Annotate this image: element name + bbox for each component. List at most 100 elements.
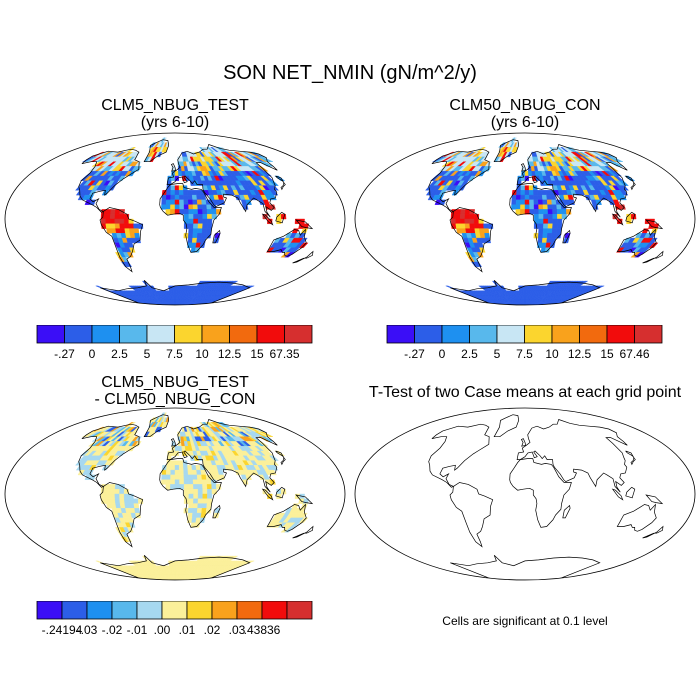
colorbar-label: 10: [195, 347, 209, 361]
coastline-borneo: [275, 486, 286, 499]
colorbar-swatch: [496, 325, 525, 344]
coastline-australia: [266, 503, 307, 532]
colorbar-label: 67.35: [269, 347, 300, 361]
ttest-note: Cells are significant at 0.1 level: [442, 614, 608, 628]
colorbar-swatch: [386, 325, 415, 344]
colorbar-label: .00: [153, 623, 171, 637]
coastline-samerica: [99, 207, 144, 273]
colorbar-label: 2.5: [461, 347, 478, 361]
coastline-greenland: [143, 414, 170, 438]
coastline-nz: [642, 525, 664, 539]
map-difference: [4, 407, 346, 581]
panel-ttest-title: T-Test of two Case means at each grid po…: [368, 384, 682, 401]
coastline-greenland: [493, 139, 520, 163]
coastline-samerica: [449, 207, 494, 273]
coastline-sumatra: [611, 213, 624, 226]
panel-control-title-line2: (yrs 6-10): [490, 114, 560, 131]
coastline-borneo: [625, 211, 636, 224]
colorbar-swatch: [284, 325, 313, 344]
coastline-australia: [266, 228, 307, 257]
map-ttest: [354, 407, 696, 581]
map-border: [354, 407, 696, 581]
colorbar-swatch: [119, 325, 148, 344]
colorbar-swatch: [441, 325, 470, 344]
colorbar-label: -.24194: [41, 623, 83, 637]
coastline-namerica: [428, 148, 490, 213]
coastline-sumatra: [261, 488, 274, 501]
coastline-africa: [509, 183, 572, 253]
coastline-africa: [159, 183, 222, 253]
colorbar-label: 2.5: [111, 347, 128, 361]
colorbar-swatch: [201, 325, 230, 344]
coastline-nz: [642, 250, 664, 264]
coastline-samerica: [449, 482, 494, 548]
coastline-nz: [292, 525, 314, 539]
coastline-australia: [616, 228, 657, 257]
panel-test-title-line1: CLM5_NBUG_TEST: [101, 97, 249, 114]
colorbar-label: .01: [178, 623, 196, 637]
coastline-japan: [625, 450, 636, 466]
coastline-namerica: [428, 423, 490, 488]
colorbar-swatch: [414, 325, 443, 344]
coastline-samerica: [99, 482, 144, 548]
colorbar-swatch: [86, 601, 113, 620]
colorbar-label: 12.5: [217, 347, 242, 361]
colorbar-label: .02: [203, 623, 221, 637]
coastline-eurasia: [516, 144, 628, 218]
colorbar-label: 15: [250, 347, 264, 361]
coastline-eurasia: [166, 419, 278, 493]
colorbar-difference: -.24194 -.03 -.02 -.01 .00 .01 .02 .03.43836: [0, 601, 350, 641]
map-field: [425, 137, 664, 305]
coastline-antarctica: [450, 554, 601, 580]
coastline-nz: [292, 250, 314, 264]
colorbar-swatch: [136, 601, 163, 620]
colorbar-swatch: [186, 601, 213, 620]
colorbar-swatch: [111, 601, 138, 620]
coastline-africa: [509, 458, 572, 528]
coastline-madagascar: [212, 504, 221, 519]
panel-test-title-line2: (yrs 6-10): [140, 114, 210, 131]
coastline-greenland: [143, 139, 170, 163]
figure-title: SON NET_NMIN (gN/m^2/y): [223, 62, 477, 84]
map-test: [4, 132, 346, 306]
coastline-uk: [520, 438, 527, 447]
coastline-madagascar: [562, 504, 571, 519]
colorbar-swatch: [229, 325, 258, 344]
coastline-sumatra: [261, 213, 274, 226]
colorbar-swatch: [211, 601, 238, 620]
panel-control-title-line1: CLM50_NBUG_CON: [449, 97, 601, 114]
colorbar-swatch: [146, 325, 175, 344]
colorbar-label: 7.5: [516, 347, 533, 361]
colorbar-swatch: [261, 601, 288, 620]
map-border: [4, 407, 346, 581]
coastline-madagascar: [562, 229, 571, 244]
colorbar-label: 7.5: [166, 347, 183, 361]
coastline-japan: [275, 175, 286, 191]
colorbar-label: .43836: [243, 623, 281, 637]
map-border: [354, 132, 696, 306]
colorbar-label: 5: [143, 347, 151, 361]
colorbar-label: 10: [545, 347, 559, 361]
coastline-australia: [616, 503, 657, 532]
colorbar-swatch: [606, 325, 635, 344]
colorbar-label: 0: [88, 347, 96, 361]
coastline-newguinea: [295, 219, 314, 230]
colorbar-swatch: [174, 325, 203, 344]
coastline-eurasia: [166, 144, 278, 218]
coastline-namerica: [78, 148, 140, 213]
colorbar-swatch: [161, 601, 188, 620]
coastline-antarctica: [100, 279, 251, 305]
coastline-japan: [275, 450, 286, 466]
colorbar-label: -.02: [101, 623, 123, 637]
panel-test-title: CLM5_NBUG_TEST (yrs 6-10): [0, 97, 350, 131]
coastline-greenland: [493, 414, 520, 438]
colorbar-label: -.01: [126, 623, 148, 637]
colorbar-swatch: [469, 325, 498, 344]
map-control: [354, 132, 696, 306]
coastline-uk: [170, 438, 177, 447]
colorbar-swatch: [551, 325, 580, 344]
colorbar-label: 0: [438, 347, 446, 361]
coastline-newguinea: [645, 494, 664, 505]
panel-diff-title: CLM5_NBUG_TEST - CLM50_NBUG_CON: [0, 374, 350, 408]
colorbar-label: 15: [600, 347, 614, 361]
